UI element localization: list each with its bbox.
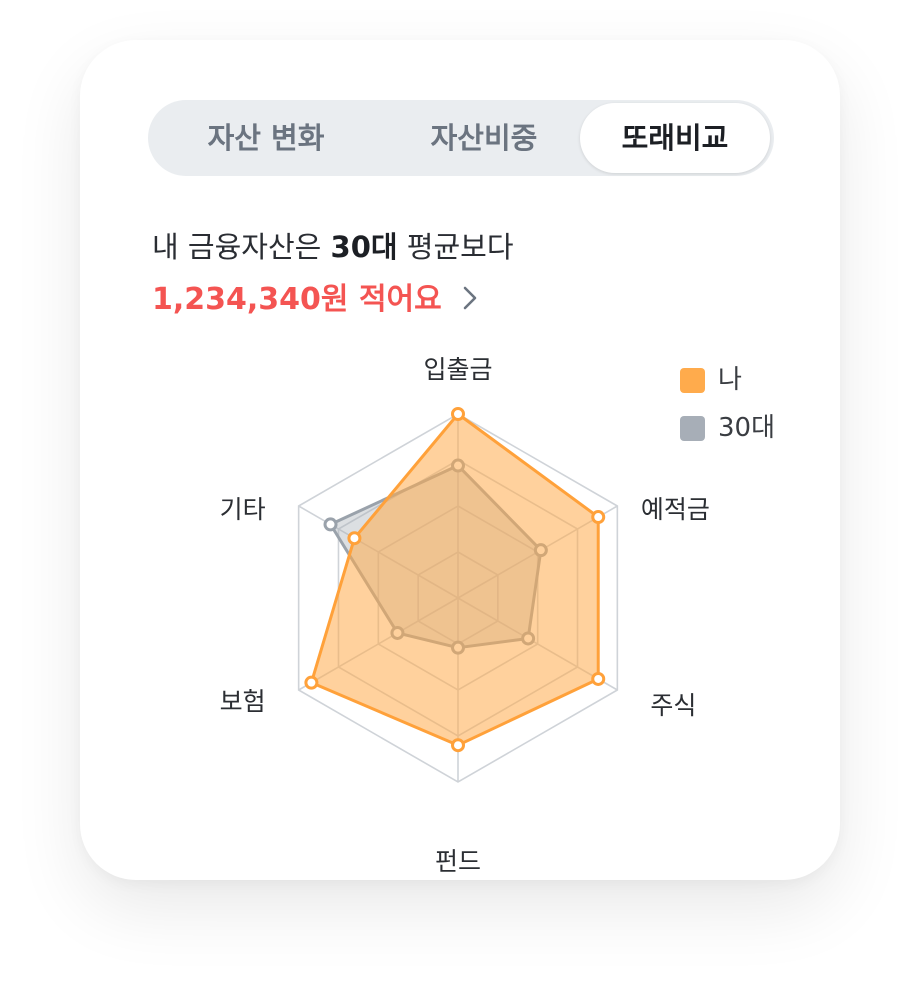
axis-label-5: 기타 (220, 495, 266, 524)
headline-prefix: 내 금융자산은 (152, 230, 331, 264)
data-point-me-2 (591, 671, 606, 686)
series-me (304, 407, 606, 753)
series-area-me (309, 412, 600, 747)
headline-group: 30대 (330, 230, 398, 264)
axis-label-4: 보험 (220, 687, 266, 716)
data-point-me-3 (451, 738, 465, 753)
axis-label-3: 펀드 (435, 847, 481, 876)
axis-label-1: 예적금 (641, 495, 710, 524)
headline-suffix: 평균보다 (397, 230, 514, 264)
legend-swatch-peer (680, 416, 705, 441)
data-point-me-4 (304, 675, 319, 690)
legend-swatch-me (680, 368, 705, 393)
legend-label-peer: 30대 (718, 413, 776, 443)
data-point-peer-5 (323, 517, 338, 532)
data-point-me-0 (451, 407, 465, 421)
data-point-me-1 (591, 510, 606, 525)
tab-bar: 자산 변화 자산비중 또래비교 (148, 100, 774, 176)
tab-asset-ratio[interactable]: 자산비중 (430, 121, 538, 155)
chevron-right-icon (462, 284, 478, 319)
amount-difference-link[interactable]: 1,234,340원 적어요 (152, 274, 478, 319)
amount-difference: 1,234,340원 적어요 (152, 282, 442, 317)
legend-label-me: 나 (718, 365, 742, 395)
axis-label-2: 주식 (650, 691, 696, 720)
radar-series (304, 407, 606, 753)
peer-comparison-card: 자산 변화 자산비중 또래비교 내 금융자산은 30대 평균보다 1,234,3… (80, 40, 840, 880)
tab-asset-change[interactable]: 자산 변화 (207, 121, 325, 155)
tab-peer-compare[interactable]: 또래비교 (580, 103, 770, 173)
comparison-headline: 내 금융자산은 30대 평균보다 (152, 224, 514, 266)
data-point-me-5 (347, 531, 362, 546)
axis-label-0: 입출금 (423, 355, 492, 384)
